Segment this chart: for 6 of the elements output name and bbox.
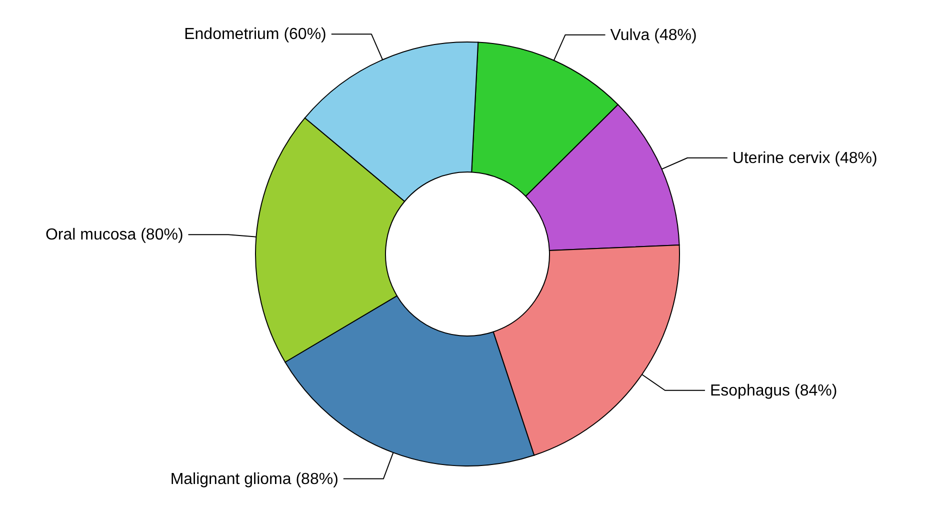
slice-label: Esophagus (84%) bbox=[710, 382, 838, 400]
slice-label: Uterine cervix (48%) bbox=[732, 150, 878, 167]
slice-label: Endometrium (60%) bbox=[184, 26, 326, 44]
slice-label: Vulva (48%) bbox=[610, 26, 697, 44]
slice-label: Oral mucosa (80%) bbox=[45, 226, 184, 244]
slice-label: Malignant glioma (88%) bbox=[170, 470, 338, 488]
